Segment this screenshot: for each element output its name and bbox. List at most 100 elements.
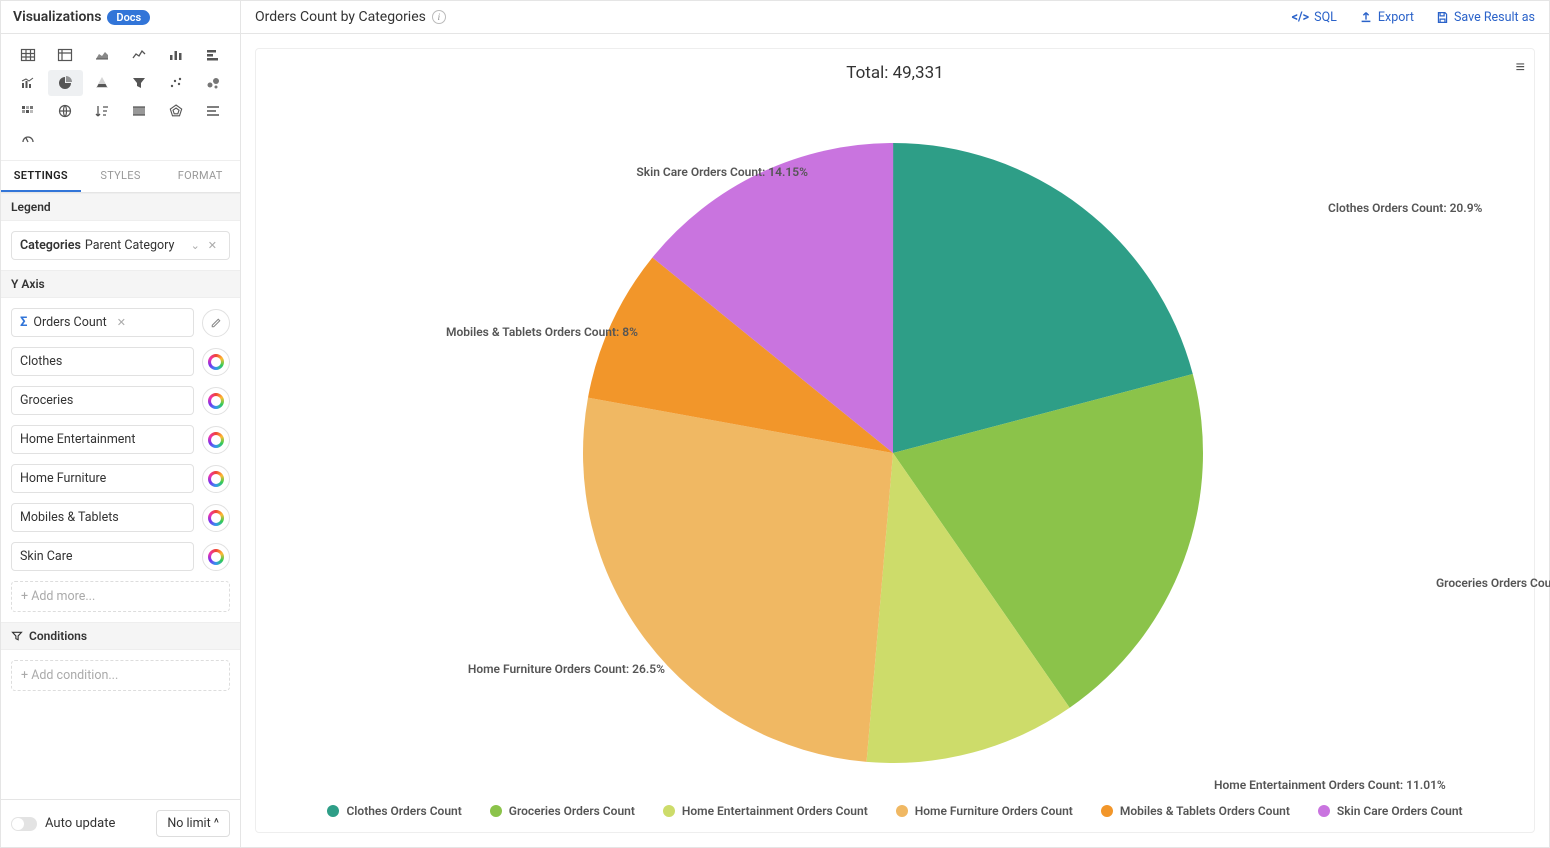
legend-item[interactable]: Groceries Orders Count <box>490 804 635 818</box>
viz-radar-icon[interactable] <box>158 98 193 124</box>
legend-field[interactable]: Categories Parent Category ⌄ ✕ <box>11 231 230 260</box>
settings-panel: Legend Categories Parent Category ⌄ ✕ Y … <box>1 193 240 799</box>
sidebar: Visualizations Docs <box>1 1 241 847</box>
viz-sankey-icon[interactable] <box>195 98 230 124</box>
yaxis-series-5[interactable]: Skin Care <box>11 542 194 571</box>
viz-pyramid-icon[interactable] <box>85 70 120 96</box>
clear-measure-icon[interactable]: ✕ <box>113 316 130 329</box>
color-picker-2[interactable] <box>202 426 230 454</box>
viz-pivot-icon[interactable] <box>48 42 83 68</box>
viz-gauge-icon[interactable] <box>11 126 46 152</box>
viz-table-icon[interactable] <box>11 42 46 68</box>
pie-slice[interactable] <box>583 398 893 762</box>
sigma-icon: Σ <box>20 315 27 330</box>
tab-styles[interactable]: STYLES <box>81 161 161 192</box>
color-picker-0[interactable] <box>202 348 230 376</box>
slice-label: Clothes Orders Count: 20.9% <box>1328 201 1482 215</box>
color-ring-icon <box>208 432 224 448</box>
sidebar-title: Visualizations <box>13 9 101 25</box>
yaxis-measure-label: Orders Count <box>33 315 106 330</box>
chart-container: ≡ Total: 49,331 Clothes Orders Count: 20… <box>255 48 1535 833</box>
conditions-label: Conditions <box>29 629 87 643</box>
conditions-section-header: Conditions <box>1 622 240 650</box>
add-condition[interactable]: + Add condition... <box>11 660 230 691</box>
yaxis-series-2[interactable]: Home Entertainment <box>11 425 194 454</box>
slice-label: Home Entertainment Orders Count: 11.01% <box>1214 778 1446 792</box>
chart-title: Total: 49,331 <box>256 49 1534 83</box>
sidebar-tabs: SETTINGS STYLES FORMAT <box>1 161 240 193</box>
legend-swatch <box>896 805 908 817</box>
viz-bar-icon[interactable] <box>195 42 230 68</box>
auto-update-toggle[interactable] <box>11 817 37 831</box>
yaxis-section-header: Y Axis <box>1 270 240 298</box>
legend-item[interactable]: Home Furniture Orders Count <box>896 804 1073 818</box>
docs-pill[interactable]: Docs <box>107 10 150 25</box>
color-picker-1[interactable] <box>202 387 230 415</box>
legend-swatch <box>1318 805 1330 817</box>
yaxis-measure-field[interactable]: Σ Orders Count ✕ <box>11 308 194 337</box>
main-area: Orders Count by Categories i </> SQL Exp… <box>241 1 1549 847</box>
legend-item[interactable]: Mobiles & Tablets Orders Count <box>1101 804 1290 818</box>
code-icon: </> <box>1292 10 1309 25</box>
color-picker-4[interactable] <box>202 504 230 532</box>
viz-funnel-icon[interactable] <box>121 70 156 96</box>
viz-column-icon[interactable] <box>158 42 193 68</box>
yaxis-series-0[interactable]: Clothes <box>11 347 194 376</box>
sidebar-header: Visualizations Docs <box>1 1 240 34</box>
legend-swatch <box>1101 805 1113 817</box>
edit-measure-button[interactable] <box>202 309 230 337</box>
viz-combo-icon[interactable] <box>11 70 46 96</box>
tab-settings[interactable]: SETTINGS <box>1 161 81 192</box>
color-ring-icon <box>208 471 224 487</box>
viz-scatter-icon[interactable] <box>158 70 193 96</box>
legend-swatch <box>490 805 502 817</box>
chart-legend: Clothes Orders Count Groceries Orders Cou… <box>256 804 1534 818</box>
tab-format[interactable]: FORMAT <box>160 161 240 192</box>
legend-swatch <box>663 805 675 817</box>
chart-menu-icon[interactable]: ≡ <box>1516 57 1524 77</box>
color-picker-5[interactable] <box>202 543 230 571</box>
yaxis-series-3[interactable]: Home Furniture <box>11 464 194 493</box>
auto-update-label: Auto update <box>45 816 115 831</box>
legend-item[interactable]: Skin Care Orders Count <box>1318 804 1463 818</box>
color-ring-icon <box>208 549 224 565</box>
color-ring-icon <box>208 354 224 370</box>
viz-heatmap-icon[interactable] <box>11 98 46 124</box>
color-ring-icon <box>208 393 224 409</box>
export-button[interactable]: Export <box>1359 10 1414 25</box>
legend-field-value: Parent Category <box>85 238 187 253</box>
yaxis-series-4[interactable]: Mobiles & Tablets <box>11 503 194 532</box>
pie-chart <box>263 83 1527 763</box>
slice-label: Mobiles & Tablets Orders Count: 8% <box>446 325 638 339</box>
viz-type-grid <box>1 34 240 161</box>
save-icon <box>1436 11 1449 24</box>
legend-section-header: Legend <box>1 193 240 221</box>
slice-label: Home Furniture Orders Count: 26.5% <box>468 662 665 676</box>
add-more-series[interactable]: + Add more... <box>11 581 230 612</box>
viz-geo-icon[interactable] <box>48 98 83 124</box>
viz-line-icon[interactable] <box>121 42 156 68</box>
color-ring-icon <box>208 510 224 526</box>
viz-sort-icon[interactable] <box>85 98 120 124</box>
legend-item[interactable]: Home Entertainment Orders Count <box>663 804 868 818</box>
save-result-button[interactable]: Save Result as <box>1436 10 1535 25</box>
viz-kpi-icon[interactable] <box>121 98 156 124</box>
viz-bubble-icon[interactable] <box>195 70 230 96</box>
page-title: Orders Count by Categories <box>255 9 426 25</box>
chevron-down-icon[interactable]: ⌄ <box>187 239 204 252</box>
legend-swatch <box>327 805 339 817</box>
yaxis-series-1[interactable]: Groceries <box>11 386 194 415</box>
info-icon[interactable]: i <box>432 10 446 24</box>
color-picker-3[interactable] <box>202 465 230 493</box>
viz-area-icon[interactable] <box>85 42 120 68</box>
clear-legend-icon[interactable]: ✕ <box>204 239 221 252</box>
slice-label: Skin Care Orders Count: 14.15% <box>636 165 808 179</box>
viz-pie-icon[interactable] <box>48 70 83 96</box>
legend-item[interactable]: Clothes Orders Count <box>327 804 461 818</box>
sql-button[interactable]: </> SQL <box>1292 10 1337 25</box>
slice-label: Groceries Orders Count: 19.45% <box>1436 576 1550 590</box>
main-header: Orders Count by Categories i </> SQL Exp… <box>241 1 1549 34</box>
limit-dropdown[interactable]: No limit ^ <box>156 810 230 837</box>
filter-icon <box>11 630 23 642</box>
sidebar-footer: Auto update No limit ^ <box>1 799 240 847</box>
